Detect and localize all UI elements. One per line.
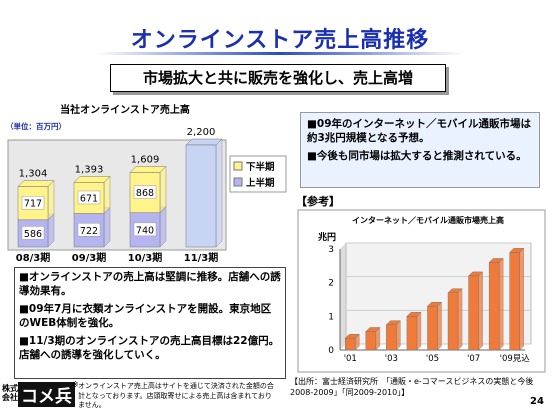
legend-label: 上半期 (246, 177, 275, 189)
point: ■09年7月に衣類オンラインストアを開設。東京地区のWEB体制を強化。 (19, 303, 272, 329)
y-axis-label: 兆円 (318, 231, 336, 243)
x-tick-label: '03 (385, 354, 398, 364)
bar-side (498, 257, 504, 351)
y-tick-label: 1 (328, 312, 334, 322)
bar (406, 316, 418, 351)
y-tick-label: 0 (328, 346, 334, 356)
bar-side (375, 326, 381, 351)
bar-side (519, 247, 524, 351)
logo: コメ兵 (18, 382, 75, 407)
page-number: 24 (530, 396, 544, 407)
value-label: 868 (136, 188, 154, 199)
value-label: 717 (24, 199, 42, 210)
bar-side (159, 206, 167, 248)
x-tick-label: '09見込 (500, 353, 531, 364)
unit: （単位：百万円） (6, 121, 66, 131)
point: ■オンラインストアの売上高は堅調に推移。店舗への誘導効果有。 (19, 271, 281, 297)
legend-swatch (233, 161, 243, 171)
total-label: 1,304 (19, 169, 48, 180)
value-label-bg (21, 195, 45, 210)
title: オンラインストア売上高推移 (130, 28, 430, 53)
bar-side (457, 288, 463, 351)
value-label-bg (133, 185, 157, 199)
x-tick-label: '01 (344, 354, 357, 364)
bar (345, 337, 356, 351)
bar-side (396, 320, 401, 351)
bar (386, 324, 397, 351)
value-label: 740 (136, 225, 154, 236)
total-label: 1,393 (75, 164, 104, 175)
reference-label: 【参考】 (296, 195, 340, 208)
value-label: 586 (24, 229, 42, 240)
left-points: ■オンラインストアの売上高は堅調に推移。店舗への誘導効果有。 ■09年7月に衣類… (14, 267, 286, 379)
value-label-bg (77, 190, 101, 205)
point: ■今後も同市場は拡大すると推測されている。 (307, 150, 527, 162)
title-rule (95, 52, 465, 55)
bar-side (478, 271, 483, 351)
x-tick-label: 11/3期 (184, 251, 219, 264)
bar-side (47, 179, 55, 221)
point: ■09年のインターネット／モバイル通販市場は約3兆円規模となる予想。 (307, 118, 532, 144)
bar-side (416, 311, 422, 351)
x-tick-label: 08/3期 (16, 251, 51, 264)
point: ■11/3期のオンラインストアの売上高目標は22億円。店舗への誘導を強化していく… (19, 335, 280, 361)
legend-label: 下半期 (246, 161, 275, 173)
bar-side (103, 175, 111, 215)
y-tick-label: 2 (328, 279, 334, 289)
logo-prefix: 株式会社 (2, 384, 18, 402)
x-tick-label: '05 (426, 354, 439, 364)
bar (447, 292, 459, 351)
value-label: 671 (80, 193, 98, 204)
bar (509, 252, 520, 351)
bar (365, 331, 377, 351)
x-tick-label: 09/3期 (72, 251, 107, 264)
note: オンラインストア売上高はサイトを通じて決済された金額の合計となっております。店頭… (78, 382, 274, 409)
chart-title: インターネット／モバイル通販市場売上高 (352, 215, 504, 225)
bar (488, 262, 500, 351)
x-tick-label: '07 (467, 354, 480, 364)
chart-title: 当社オンラインストア売上高 (60, 103, 190, 116)
source: 【出所：富士経済研究所 「通販・e-コマースビジネスの実態と今後2008-200… (290, 377, 534, 397)
bar (427, 305, 438, 351)
total-label: 1,609 (131, 154, 160, 165)
bar-side (215, 138, 223, 248)
legend-swatch (233, 177, 243, 187)
bar-side (159, 165, 167, 214)
right-points: ■09年のインターネット／モバイル通販市場は約3兆円規模となる予想。 ■今後も同… (300, 112, 540, 188)
bar (185, 144, 217, 248)
total-label: 2,200 (187, 127, 216, 138)
value-label-bg (21, 226, 45, 240)
bar-side (103, 206, 111, 248)
value-label-bg (133, 222, 157, 237)
value-label: 722 (80, 226, 98, 237)
note-mark: ※ (72, 380, 79, 389)
value-label-bg (77, 223, 101, 237)
x-tick-label: 10/3期 (128, 251, 163, 264)
subtitle: 市場拡大と共に販売を強化し、売上高増 (110, 64, 446, 92)
plot-wall (340, 243, 346, 350)
bar-side (437, 301, 442, 351)
bar (468, 275, 479, 351)
y-tick-label: 3 (328, 245, 334, 255)
